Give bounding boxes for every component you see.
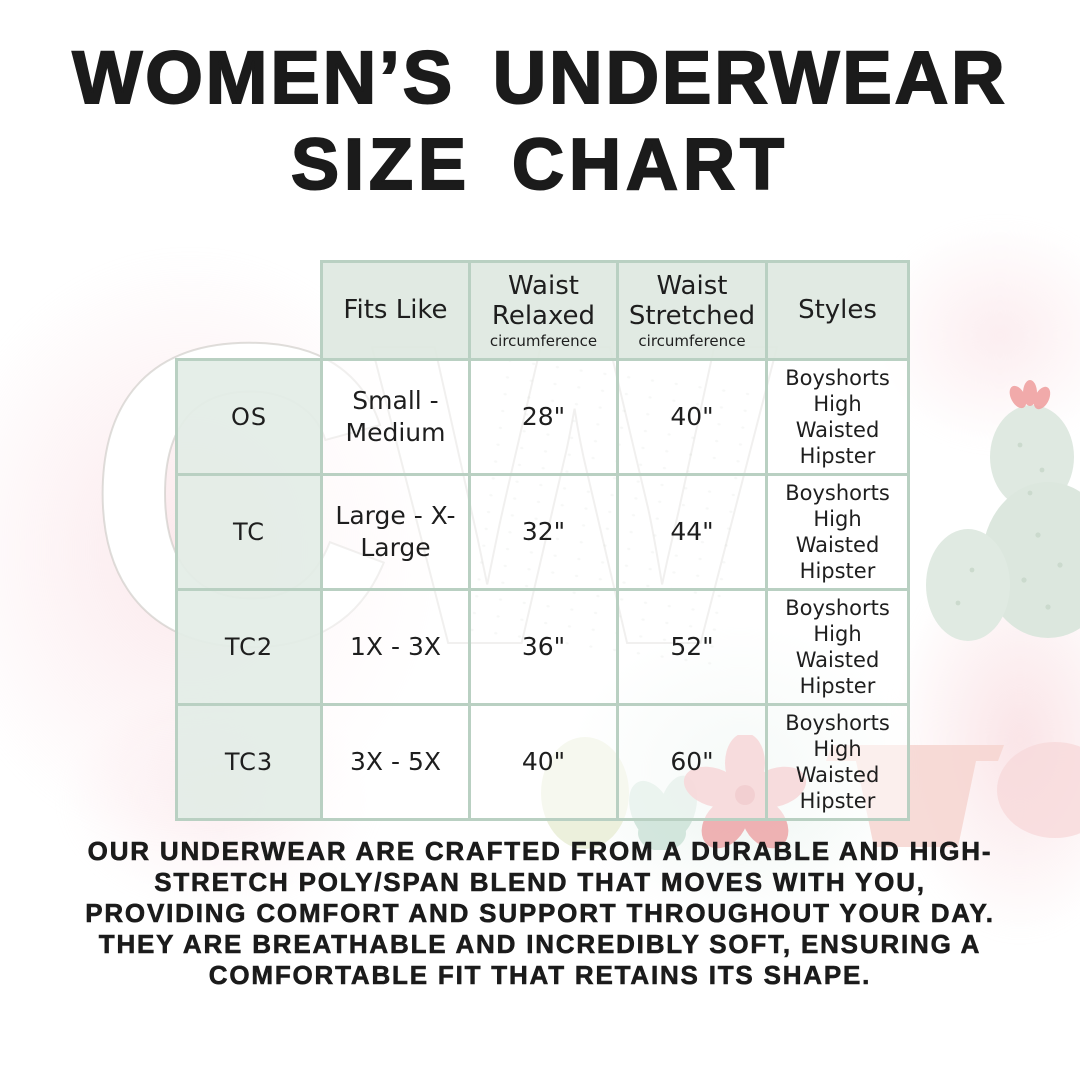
table-row-tc: TC Large - X-Large 32" 44" Boyshorts Hig…	[175, 473, 910, 591]
size-label: OS	[175, 358, 323, 476]
size-chart-table: Fits Like Waist Relaxed circumference Wa…	[175, 260, 910, 821]
style-item: Boyshorts	[785, 596, 890, 620]
style-item: Hipster	[799, 789, 876, 813]
waist-relaxed-cell: 32"	[468, 473, 619, 591]
style-item: Boyshorts	[785, 481, 890, 505]
styles-cell: Boyshorts High Waisted Hipster	[765, 358, 910, 476]
description-line: STRETCH POLY/SPAN BLEND THAT MOVES WITH …	[154, 867, 926, 898]
table-row-os: OS Small - Medium 28" 40" Boyshorts High…	[175, 358, 910, 476]
col-header-fits-like: Fits Like	[320, 260, 471, 361]
fits-like-cell: Large - X-Large	[320, 473, 471, 591]
size-label: TC3	[175, 703, 323, 821]
page-title: WOMEN’S UNDERWEAR SIZE CHART	[0, 34, 1080, 208]
style-item: High Waisted	[795, 392, 880, 442]
waist-relaxed-cell: 40"	[468, 703, 619, 821]
styles-cell: Boyshorts High Waisted Hipster	[765, 588, 910, 706]
waist-relaxed-cell: 36"	[468, 588, 619, 706]
product-description: OUR UNDERWEAR ARE CRAFTED FROM A DURABLE…	[0, 836, 1080, 991]
col-header-styles: Styles	[765, 260, 910, 361]
table-row-tc2: TC2 1X - 3X 36" 52" Boyshorts High Waist…	[175, 588, 910, 706]
col-header-note: circumference	[638, 332, 746, 350]
style-item: High Waisted	[795, 622, 880, 672]
waist-relaxed-cell: 28"	[468, 358, 619, 476]
styles-cell: Boyshorts High Waisted Hipster	[765, 703, 910, 821]
style-item: High Waisted	[795, 737, 880, 787]
size-label: TC2	[175, 588, 323, 706]
page-title-line2: SIZE CHART	[290, 124, 789, 206]
table-row-tc3: TC3 3X - 5X 40" 60" Boyshorts High Waist…	[175, 703, 910, 821]
description-line: OUR UNDERWEAR ARE CRAFTED FROM A DURABLE…	[87, 836, 993, 867]
size-label: TC	[175, 473, 323, 591]
page-title-line1: WOMEN’S UNDERWEAR	[71, 35, 1008, 120]
fits-like-cell: 1X - 3X	[320, 588, 471, 706]
header-row: Fits Like Waist Relaxed circumference Wa…	[177, 260, 910, 361]
style-item: High Waisted	[795, 507, 880, 557]
col-header-label: Waist Relaxed	[491, 271, 596, 331]
col-header-waist-stretched: Waist Stretched circumference	[616, 260, 768, 361]
description-line: PROVIDING COMFORT AND SUPPORT THROUGHOUT…	[85, 898, 995, 929]
waist-stretched-cell: 44"	[616, 473, 768, 591]
col-header-label: Fits Like	[343, 294, 448, 325]
waist-stretched-cell: 60"	[616, 703, 768, 821]
description-line: COMFORTABLE FIT THAT RETAINS ITS SHAPE.	[208, 960, 872, 991]
cactus-watermark-icon	[926, 380, 1080, 641]
waist-stretched-cell: 40"	[616, 358, 768, 476]
style-item: Hipster	[799, 444, 876, 468]
waist-stretched-cell: 52"	[616, 588, 768, 706]
styles-cell: Boyshorts High Waisted Hipster	[765, 473, 910, 591]
style-item: Hipster	[799, 674, 876, 698]
style-item: Hipster	[799, 559, 876, 583]
col-header-note: circumference	[489, 332, 598, 350]
description-line: THEY ARE BREATHABLE AND INCREDIBLY SOFT,…	[98, 929, 982, 960]
corner-spacer	[177, 262, 322, 360]
fits-like-cell: 3X - 5X	[320, 703, 471, 821]
style-item: Boyshorts	[785, 366, 890, 390]
col-header-waist-relaxed: Waist Relaxed circumference	[468, 260, 619, 361]
style-item: Boyshorts	[785, 711, 890, 735]
col-header-label: Styles	[798, 294, 877, 325]
fits-like-cell: Small - Medium	[320, 358, 471, 476]
col-header-label: Waist Stretched	[628, 271, 756, 331]
